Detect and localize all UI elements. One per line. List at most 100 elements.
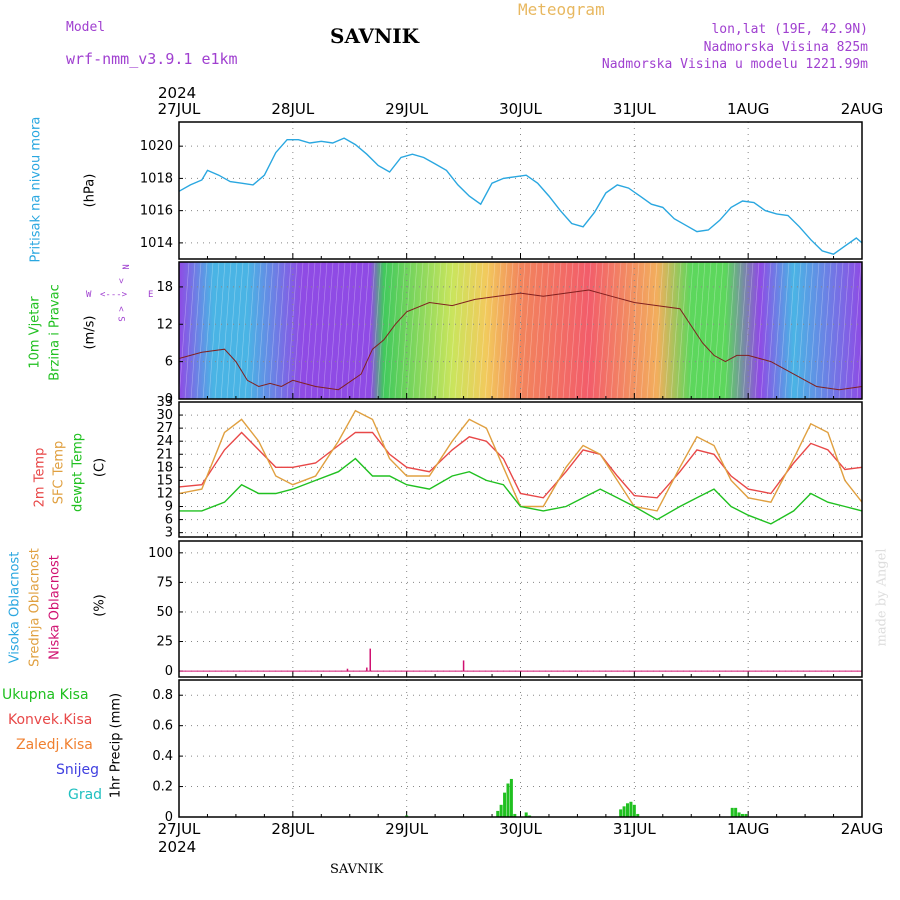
wind-frame <box>178 261 863 400</box>
wind-barb <box>196 261 208 400</box>
wind-barb <box>418 261 430 400</box>
wind-barb <box>184 261 196 400</box>
wind-barb <box>268 261 280 400</box>
precip-frame <box>178 679 863 818</box>
bar <box>734 807 738 817</box>
bar <box>622 806 626 817</box>
date-label: 27JUL <box>157 100 201 118</box>
wind-barb <box>202 261 214 400</box>
wind-panel: 0 6 12 18 <box>156 261 868 407</box>
bar <box>524 812 528 817</box>
bar <box>509 778 513 817</box>
wind-barb <box>718 261 730 400</box>
wind-barb <box>376 261 388 400</box>
wind-barb <box>274 261 286 400</box>
model-name: wrf-nmm_v3.9.1 e1km <box>66 50 238 68</box>
wind-barb <box>592 261 604 400</box>
y-tick-label: 1018 <box>140 171 173 186</box>
date-label: 27JUL <box>157 820 201 838</box>
wind-barb <box>352 261 364 400</box>
y-tick-label: 21 <box>156 447 173 462</box>
wind-barb <box>292 261 304 400</box>
legend-frozen: Zaledj.Kisa <box>16 737 93 753</box>
date-label: 28JUL <box>271 820 315 838</box>
y-tick-label: 12 <box>156 317 173 332</box>
y-tick-label: 6 <box>165 355 173 370</box>
bar <box>629 801 633 817</box>
pressure-panel: 1014 1016 1018 1020 <box>140 121 863 260</box>
y-tick-label: 75 <box>156 575 173 590</box>
wind-barb <box>238 261 250 400</box>
wind-barb <box>310 261 322 400</box>
model-label: Model <box>66 20 106 35</box>
wind-barb <box>730 261 742 400</box>
compass-west: W <box>86 290 92 300</box>
wind-barb <box>574 261 586 400</box>
y-tick-label: 50 <box>156 605 173 620</box>
wind-barb <box>220 261 232 400</box>
wind-barb <box>490 261 502 400</box>
y-tick-label: 0.4 <box>152 749 173 764</box>
date-label: 1AUG <box>726 820 770 838</box>
wind-barb <box>622 261 634 400</box>
date-label: 31JUL <box>612 100 656 118</box>
wind-barb <box>322 261 334 400</box>
date-label: 30JUL <box>499 820 542 838</box>
wind-barb <box>532 261 544 400</box>
compass-east: E <box>148 290 154 300</box>
wind-barb <box>496 261 508 400</box>
wind-barb <box>454 261 466 400</box>
wind-barb <box>736 261 748 400</box>
wind-barb <box>766 261 778 400</box>
wind-barb <box>628 261 640 400</box>
bar <box>626 803 630 817</box>
wind-barb <box>430 261 442 400</box>
y-tick-label: 3 <box>165 526 173 541</box>
model-elevation-label: Nadmorska Visina u modelu 1221.99m <box>601 57 868 72</box>
wind-barb <box>796 261 808 400</box>
wind-barb <box>646 261 658 400</box>
y-tick-label: 18 <box>156 460 173 475</box>
wind-barb <box>832 261 844 400</box>
wind-barb <box>460 261 472 400</box>
wind-barb <box>568 261 580 400</box>
wind-barb <box>514 261 526 400</box>
date-label: 29JUL <box>385 100 429 118</box>
bar <box>366 667 368 672</box>
wind-barb <box>424 261 436 400</box>
cloud-panel: 0 25 50 75 100 <box>148 540 863 679</box>
wind-barb <box>508 261 520 400</box>
date-label: 1AUG <box>726 100 770 118</box>
wind-barb <box>664 261 676 400</box>
y-tick-label: 15 <box>156 473 173 488</box>
wind-speed-shading <box>179 262 862 399</box>
wind-barb <box>586 261 598 400</box>
y-tick-label: 0.2 <box>152 780 173 795</box>
bar <box>528 815 532 817</box>
wind-barb <box>334 261 346 400</box>
wind-barb <box>442 261 454 400</box>
bar <box>462 660 465 672</box>
wind-barb <box>478 261 490 400</box>
y-tick-label: 100 <box>148 546 173 561</box>
y-tick-label: 1014 <box>140 236 173 251</box>
y-tick-label: 0.6 <box>152 719 173 734</box>
wind-barb <box>790 261 802 400</box>
wind-barb <box>382 261 394 400</box>
lonlat-label: lon,lat (19E, 42.9N) <box>711 22 868 37</box>
meteogram-label: Meteogram <box>518 0 605 19</box>
bar <box>369 648 371 672</box>
elevation-label: Nadmorska Visina 825m <box>703 40 868 55</box>
wind-barb <box>610 261 622 400</box>
wind-barb <box>550 261 562 400</box>
bar <box>503 792 507 817</box>
legend-convective: Konvek.Kisa <box>8 712 93 728</box>
wind-barb <box>448 261 460 400</box>
wind-barb <box>778 261 790 400</box>
y-tick-label: 24 <box>156 434 173 449</box>
wind-barb <box>754 261 766 400</box>
cloud-frame <box>178 540 863 678</box>
wind-barb <box>328 261 340 400</box>
